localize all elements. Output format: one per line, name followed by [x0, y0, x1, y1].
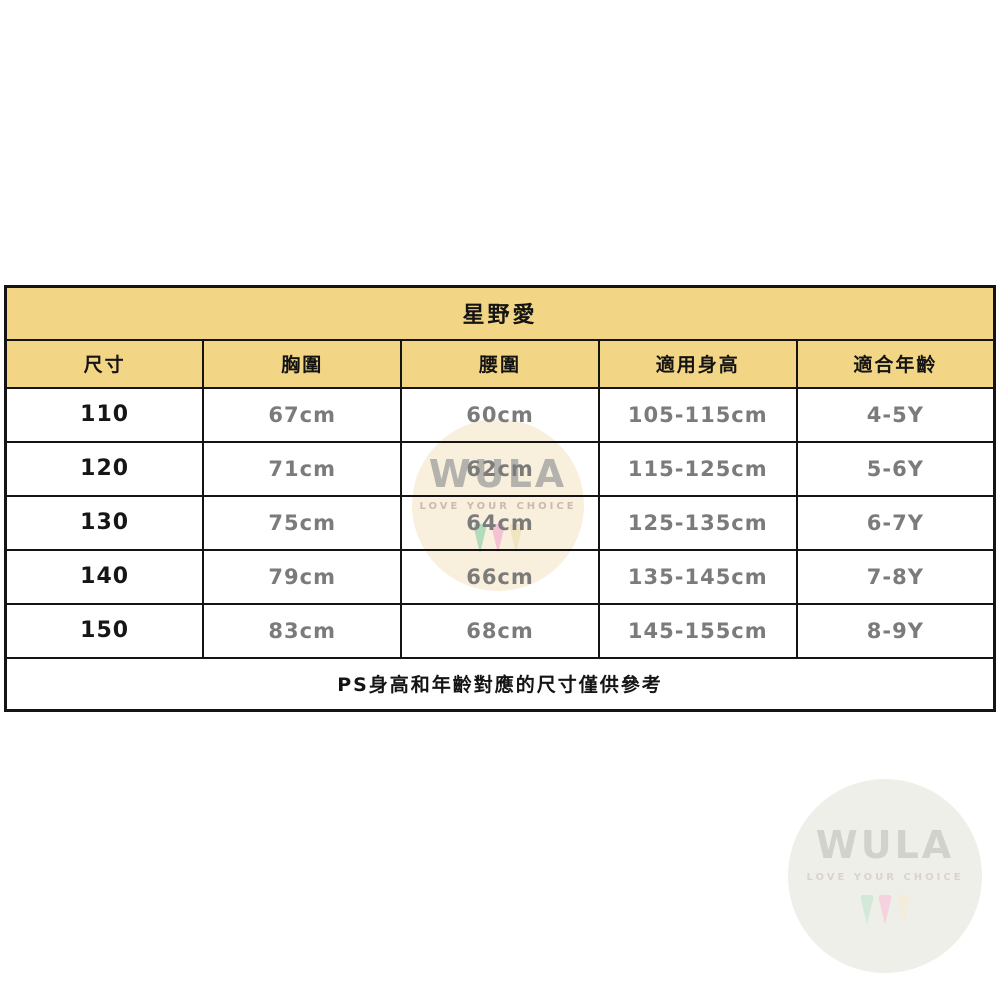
pennant-cream-icon — [896, 894, 910, 925]
pennant-green-icon — [860, 894, 874, 925]
size-chart-table-wrap: 星野愛 尺寸 胸圍 腰圍 適用身高 適合年齡 110 67cm 60cm 105… — [4, 285, 996, 712]
brand-tagline: LOVE YOUR CHOICE — [806, 871, 964, 883]
height-cell: 115-125cm — [597, 440, 798, 497]
chest-cell: 71cm — [202, 440, 403, 497]
size-cell: 110 — [4, 386, 205, 443]
age-cell: 7-8Y — [795, 548, 996, 605]
size-cell: 150 — [4, 602, 205, 659]
brand-logo-text: WULA — [815, 822, 955, 867]
watermark-corner: WULA LOVE YOUR CHOICE — [788, 779, 982, 973]
header-size: 尺寸 — [4, 338, 205, 389]
height-cell: 105-115cm — [597, 386, 798, 443]
product-title: 星野愛 — [4, 285, 996, 341]
table-header-row: 尺寸 胸圍 腰圍 適用身高 適合年齡 — [4, 338, 996, 389]
size-chart-table: 星野愛 尺寸 胸圍 腰圍 適用身高 適合年齡 110 67cm 60cm 105… — [4, 285, 996, 712]
height-cell: 135-145cm — [597, 548, 798, 605]
size-cell: 130 — [4, 494, 205, 551]
chest-cell: 67cm — [202, 386, 403, 443]
height-cell: 125-135cm — [597, 494, 798, 551]
age-cell: 8-9Y — [795, 602, 996, 659]
age-cell: 6-7Y — [795, 494, 996, 551]
table-row: 120 71cm 62cm 115-125cm 5-6Y — [4, 440, 996, 497]
table-row: 150 83cm 68cm 145-155cm 8-9Y — [4, 602, 996, 659]
header-waist: 腰圍 — [400, 338, 600, 389]
table-row: 130 75cm 64cm 125-135cm 6-7Y — [4, 494, 996, 551]
waist-cell: 66cm — [400, 548, 600, 605]
chest-cell: 79cm — [202, 548, 403, 605]
height-cell: 145-155cm — [597, 602, 798, 659]
brand-pennant-icons — [860, 894, 910, 927]
age-cell: 5-6Y — [795, 440, 996, 497]
table-title-row: 星野愛 — [4, 285, 996, 341]
table-row: 110 67cm 60cm 105-115cm 4-5Y — [4, 386, 996, 443]
footnote-text: PS身高和年齡對應的尺寸僅供參考 — [4, 656, 996, 712]
header-age: 適合年齡 — [795, 338, 996, 389]
chest-cell: 83cm — [202, 602, 403, 659]
waist-cell: 60cm — [400, 386, 600, 443]
waist-cell: 68cm — [400, 602, 600, 659]
size-cell: 140 — [4, 548, 205, 605]
waist-cell: 64cm — [400, 494, 600, 551]
size-cell: 120 — [4, 440, 205, 497]
table-row: 140 79cm 66cm 135-145cm 7-8Y — [4, 548, 996, 605]
header-height: 適用身高 — [597, 338, 798, 389]
chest-cell: 75cm — [202, 494, 403, 551]
header-chest: 胸圍 — [202, 338, 403, 389]
table-footnote-row: PS身高和年齡對應的尺寸僅供參考 — [4, 656, 996, 712]
waist-cell: 62cm — [400, 440, 600, 497]
pennant-pink-icon — [878, 894, 892, 925]
age-cell: 4-5Y — [795, 386, 996, 443]
